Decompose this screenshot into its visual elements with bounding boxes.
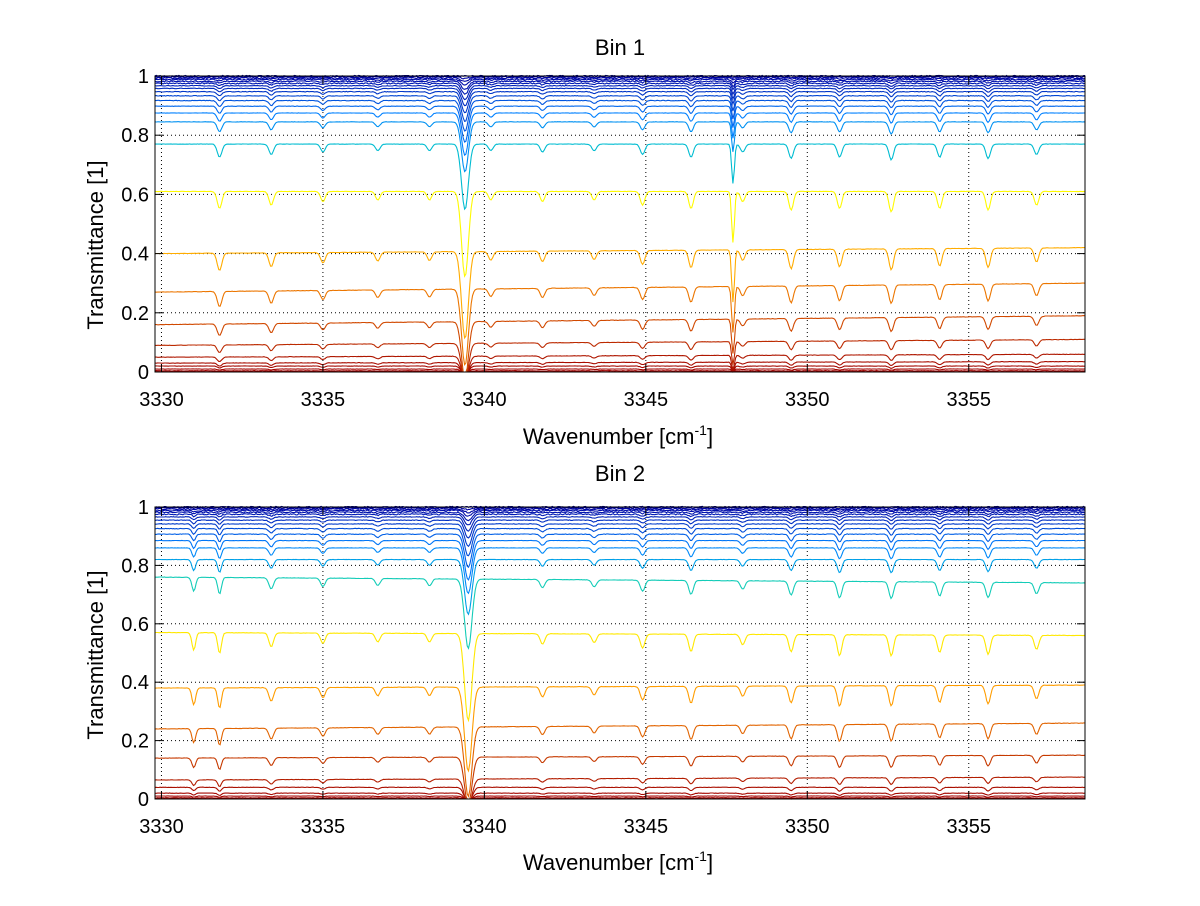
x-tick-label: 3340 [462,389,507,411]
spectrum-series-line [154,539,1086,581]
y-tick-label: 0.4 [121,672,149,694]
spectrum-series-line [154,631,1086,723]
spectrum-series-line [154,527,1086,557]
spectrum-series-line [154,368,1086,373]
plot-area-frame [154,506,1086,800]
x-axis-label-main: Wavenumber [cm [523,424,695,449]
spectrum-series-line [154,315,1086,373]
y-tick-label: 0.8 [121,125,149,147]
spectrum-series-line [154,365,1085,373]
spectrum-series-line [154,94,1086,122]
series-group [154,74,1086,373]
spectrum-series-line [154,509,1086,517]
spectrum-series-line [155,523,1086,548]
x-tick-label: 3330 [139,389,184,411]
spectrum-series-line [154,75,1086,80]
y-tick-label: 0.2 [121,303,149,325]
spectrum-series-line [154,516,1086,532]
chart-panel-bin-2: Bin 2 Transmittance [1] Wavenumber [cm-1… [83,461,1086,875]
spectrum-series-line [154,786,1086,800]
x-tick-label: 3355 [947,389,992,411]
chart-panel-bin-1: Bin 1 Transmittance [1] Wavenumber [cm-1… [83,35,1086,449]
spectrum-series-line [154,105,1086,143]
spectrum-series-line [154,754,1086,800]
y-tick-label: 0.6 [121,184,149,206]
spectrum-series-line [154,558,1085,616]
y-axis-label: Transmittance [1] [83,160,108,329]
chart-title: Bin 2 [595,461,645,486]
spectrum-series-line [155,547,1086,595]
y-tick-label: 0.2 [121,731,149,753]
spectrum-series-line [154,506,1086,511]
x-tick-label: 3345 [624,816,669,838]
x-axis-label: Wavenumber [cm-1] [523,848,713,875]
axis-ticks: 3330 3335 3340 3345 3350 3355 0 0.2 0.4 0.6 0.8 1 [121,66,1085,411]
y-tick-label: 0.6 [121,614,149,636]
x-tick-label: 3335 [301,816,346,838]
spectrum-series-line [154,512,1086,526]
axis-ticks: 3330 3335 3340 3345 3350 3355 0 0.2 0.4 0.6 0.8 1 [121,497,1085,838]
spectrum-series-line [154,112,1086,157]
spectrum-series-line [154,99,1086,132]
spectrum-series-line [154,80,1086,90]
x-tick-label: 3330 [139,816,184,838]
y-axis-label: Transmittance [1] [83,570,108,739]
x-tick-label: 3350 [785,389,830,411]
x-axis-label: Wavenumber [cm-1] [523,422,713,449]
spectrum-series-line [155,353,1086,373]
spectrum-series-line [154,121,1086,173]
chart-title: Bin 1 [595,35,645,60]
spectrum-series-line [155,82,1086,95]
x-tick-label: 3335 [301,389,346,411]
spectrum-series-line [155,78,1086,86]
spectrum-series-line [154,722,1086,798]
x-axis-label-end: ] [707,424,713,449]
x-tick-label: 3350 [785,816,830,838]
spectrum-series-line [155,576,1086,650]
x-axis-label-main: Wavenumber [cm [523,850,695,875]
spectrum-series-line [154,190,1086,278]
x-axis-label-end: ] [707,850,713,875]
x-tick-label: 3355 [947,816,992,838]
x-tick-label: 3345 [624,389,669,411]
spectrum-series-line [155,87,1086,107]
x-axis-label-superscript: -1 [695,422,708,438]
spectrum-series-line [155,246,1085,340]
spectrum-series-line [154,360,1086,373]
series-group [154,505,1086,800]
spectrum-series-line [154,370,1086,373]
y-tick-label: 0 [138,789,149,811]
y-tick-label: 0.4 [121,244,149,266]
x-axis-label-superscript: -1 [695,848,708,864]
spectrum-series-line [154,143,1086,211]
spectrum-series-line [155,792,1086,800]
x-tick-label: 3340 [462,816,507,838]
spectrum-series-line [154,511,1086,522]
spectrum-series-line [154,519,1085,539]
y-tick-label: 1 [138,66,149,88]
spectrum-series-line [154,90,1086,114]
spectrum-series-line [154,776,1086,800]
spectrum-series-line [155,533,1085,569]
spectrum-series-line [154,795,1086,800]
spectrum-series-line [154,282,1086,366]
spectrum-series-line [154,338,1085,373]
spectrum-series-line [154,684,1085,773]
spectrum-series-line [155,797,1086,800]
spectrum-series-line [154,84,1086,101]
y-tick-label: 1 [138,497,149,519]
y-tick-label: 0 [138,362,149,384]
plot-area-frame [154,75,1086,373]
y-tick-label: 0.8 [121,555,149,577]
